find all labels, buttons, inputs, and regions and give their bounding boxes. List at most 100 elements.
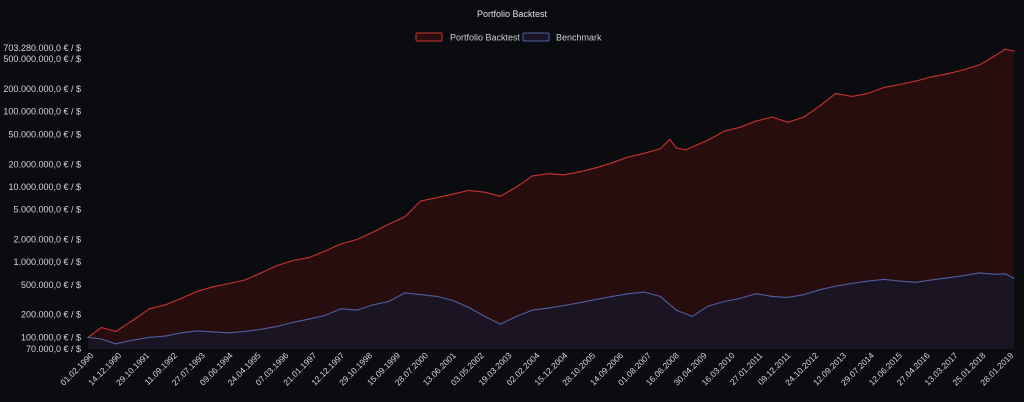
- data-point-portfolio: [994, 54, 997, 57]
- data-point-portfolio: [675, 147, 677, 149]
- legend-item-benchmark[interactable]: Benchmark: [522, 32, 602, 43]
- data-point-portfolio: [739, 126, 741, 128]
- data-point-benchmark: [531, 309, 534, 311]
- data-point-portfolio: [947, 73, 949, 75]
- legend-swatch-benchmark: [522, 32, 550, 42]
- data-point-portfolio: [659, 148, 661, 150]
- data-point-portfolio: [100, 326, 102, 329]
- y-tick-label: 703.280.000,0 € / $: [3, 43, 81, 53]
- data-point-benchmark: [595, 298, 597, 300]
- data-point-portfolio: [164, 304, 166, 306]
- data-point-benchmark: [931, 279, 933, 281]
- data-point-portfolio: [978, 64, 981, 66]
- data-point-portfolio: [962, 69, 965, 71]
- x-axis: 01.02.199014.12.199029.10.199111.09.1992…: [58, 350, 1015, 387]
- data-point-portfolio: [212, 286, 214, 288]
- data-point-benchmark: [420, 294, 422, 296]
- data-point-benchmark: [388, 300, 390, 303]
- data-point-portfolio: [372, 231, 374, 233]
- data-point-benchmark: [835, 285, 837, 287]
- data-point-portfolio: [148, 308, 150, 310]
- data-point-portfolio: [691, 146, 693, 148]
- legend-item-portfolio[interactable]: Portfolio Backtest: [415, 32, 521, 43]
- data-point-portfolio: [627, 156, 629, 158]
- data-point-benchmark: [1013, 277, 1015, 279]
- legend: Portfolio Backtest Benchmark: [415, 32, 602, 43]
- data-point-benchmark: [132, 339, 134, 341]
- data-point-portfolio: [499, 195, 502, 197]
- y-tick-label: 100.000.000,0 € / $: [3, 107, 81, 117]
- y-tick-label: 1.000.000,0 € / $: [13, 257, 81, 267]
- data-point-portfolio: [707, 139, 709, 141]
- data-point-benchmark: [324, 314, 326, 317]
- data-point-portfolio: [723, 130, 725, 132]
- data-point-benchmark: [579, 302, 582, 304]
- legend-label-benchmark: Benchmark: [556, 33, 602, 43]
- y-tick-label: 200.000.000,0 € / $: [3, 84, 81, 94]
- data-point-benchmark: [1004, 273, 1006, 275]
- data-point-benchmark: [180, 332, 182, 334]
- data-point-portfolio: [771, 116, 773, 118]
- data-point-portfolio: [563, 174, 566, 176]
- series-line-benchmark: [87, 272, 1015, 345]
- data-point-benchmark: [547, 307, 550, 309]
- plot-area: [87, 48, 1015, 349]
- data-point-portfolio: [180, 297, 182, 299]
- data-point-portfolio: [244, 279, 246, 281]
- data-point-benchmark: [87, 336, 89, 338]
- data-point-portfolio: [819, 105, 821, 107]
- data-point-benchmark: [260, 328, 262, 330]
- data-point-benchmark: [276, 325, 278, 327]
- data-point-portfolio: [388, 223, 390, 225]
- data-point-portfolio: [611, 162, 613, 164]
- data-point-benchmark: [659, 295, 661, 297]
- data-point-benchmark: [994, 273, 997, 275]
- data-point-portfolio: [867, 92, 869, 94]
- data-point-portfolio: [452, 193, 454, 195]
- data-point-portfolio: [931, 76, 933, 78]
- data-point-benchmark: [899, 280, 901, 282]
- data-point-benchmark: [244, 330, 246, 332]
- data-point-benchmark: [563, 304, 566, 307]
- data-point-portfolio: [356, 238, 358, 241]
- data-point-portfolio: [515, 186, 518, 188]
- data-point-portfolio: [685, 149, 687, 151]
- data-point-benchmark: [947, 277, 949, 279]
- data-point-benchmark: [707, 305, 709, 307]
- data-point-portfolio: [276, 265, 278, 267]
- data-point-benchmark: [739, 297, 741, 299]
- data-point-portfolio: [915, 80, 917, 82]
- data-point-benchmark: [100, 338, 102, 340]
- data-point-benchmark: [308, 318, 310, 320]
- data-point-portfolio: [404, 216, 406, 218]
- y-tick-label: 70.000,0 € / $: [26, 344, 81, 354]
- data-point-benchmark: [452, 299, 454, 301]
- data-point-portfolio: [132, 319, 134, 321]
- data-point-benchmark: [499, 323, 502, 325]
- data-point-portfolio: [883, 86, 885, 89]
- series-line-portfolio: [87, 48, 1015, 338]
- data-point-benchmark: [148, 336, 150, 338]
- data-point-portfolio: [484, 191, 486, 193]
- data-point-benchmark: [484, 315, 486, 317]
- data-point-benchmark: [611, 295, 613, 297]
- legend-label-portfolio: Portfolio Backtest: [450, 33, 521, 43]
- y-tick-label: 5.000.000,0 € / $: [13, 205, 81, 215]
- data-point-benchmark: [115, 343, 117, 345]
- data-point-benchmark: [340, 308, 342, 310]
- series-area-benchmark: [88, 272, 1014, 349]
- data-point-benchmark: [627, 293, 629, 295]
- data-point-benchmark: [436, 295, 438, 297]
- data-point-benchmark: [819, 289, 821, 291]
- data-point-benchmark: [978, 272, 981, 274]
- data-point-benchmark: [883, 278, 885, 280]
- data-point-benchmark: [867, 280, 869, 282]
- data-point-benchmark: [515, 315, 518, 317]
- data-point-portfolio: [803, 116, 805, 118]
- data-point-benchmark: [212, 331, 214, 333]
- data-point-portfolio: [755, 120, 757, 122]
- y-axis: 70.000,0 € / $ 100.000,0 € / $ 200.000,0 €…: [3, 43, 81, 354]
- y-tick-label: 100.000,0 € / $: [21, 332, 81, 342]
- data-point-portfolio: [531, 175, 534, 177]
